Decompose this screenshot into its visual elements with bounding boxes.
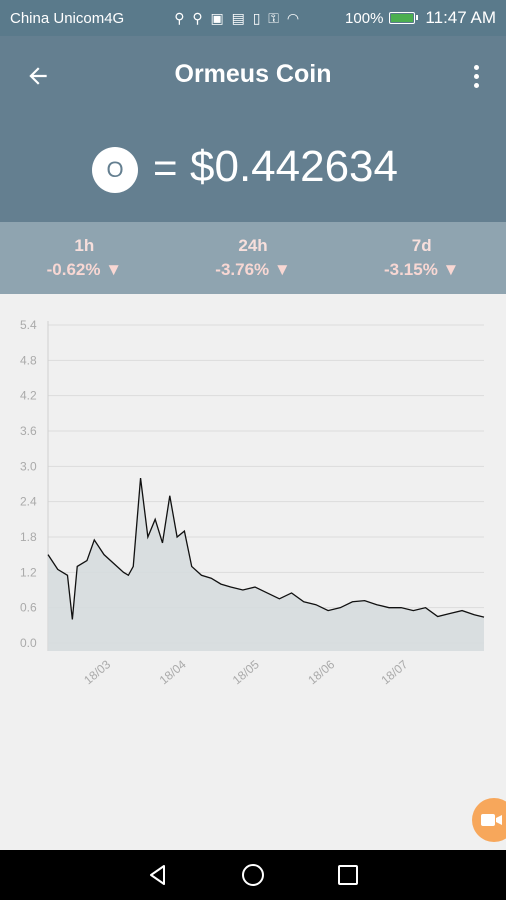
more-vert-icon <box>473 64 479 70</box>
status-bar: China Unicom4G ⚲ ⚲ ▣ ▤ ▯ ⚿ ◠ 100% 11:47 … <box>0 0 506 36</box>
x-tick-label: 18/06 <box>305 657 337 687</box>
y-tick-label: 4.8 <box>20 353 37 367</box>
equals-sign: = <box>153 144 178 191</box>
change-label: 24h <box>238 236 268 255</box>
y-tick-label: 2.4 <box>20 495 37 509</box>
y-tick-label: 0.6 <box>20 601 37 615</box>
battery-icon <box>389 12 419 24</box>
coin-symbol-badge: O <box>92 147 138 193</box>
y-tick-label: 5.4 <box>20 318 37 332</box>
price-header: O = $0.442634 <box>0 116 506 222</box>
price-area-fill <box>48 478 484 651</box>
change-value: -3.76% ▼ <box>215 260 291 279</box>
battery-percent: 100% <box>345 9 384 27</box>
app-bar: Ormeus Coin <box>0 36 506 116</box>
y-tick-label: 3.6 <box>20 424 37 438</box>
x-tick-label: 18/05 <box>230 657 262 687</box>
change-24h: 24h -3.76% ▼ <box>169 222 338 294</box>
coin-price: $0.442634 <box>190 142 398 191</box>
price-chart[interactable]: 0.0 0.6 1.2 1.8 2.4 3.0 3.6 4.2 4.8 5.4 18/03 18/04… <box>0 294 506 850</box>
system-nav-bar <box>0 850 506 900</box>
x-tick-label: 18/04 <box>157 657 189 687</box>
y-tick-label: 1.2 <box>20 565 37 579</box>
nav-recents-button[interactable] <box>333 860 363 890</box>
video-camera-icon <box>481 814 502 826</box>
overflow-menu-button[interactable] <box>464 58 488 94</box>
y-tick-label: 4.2 <box>20 389 37 403</box>
back-button[interactable] <box>20 58 56 94</box>
circle-home-icon <box>241 864 264 886</box>
carrier-label: China Unicom4G <box>10 9 125 27</box>
x-tick-label: 18/03 <box>81 657 113 687</box>
x-tick-label: 18/07 <box>378 657 410 687</box>
price-line <box>47 478 485 620</box>
change-value: -0.62% ▼ <box>46 260 123 279</box>
arrow-left-icon <box>29 67 47 85</box>
triangle-back-icon <box>149 865 165 885</box>
change-value: -3.15% ▼ <box>383 260 460 279</box>
price-chart-svg: 0.0 0.6 1.2 1.8 2.4 3.0 3.6 4.2 4.8 5.4 18/03 18/04… <box>20 318 485 687</box>
y-tick-label: 1.8 <box>20 530 37 544</box>
change-label: 1h <box>74 236 95 255</box>
price-change-bar: 1h -0.62% ▼ 24h -3.76% ▼ 7d -3.15% ▼ <box>0 222 506 294</box>
change-1h: 1h -0.62% ▼ <box>0 222 169 294</box>
notification-icons: ⚲ ⚲ ▣ ▤ ▯ ⚿ ◠ <box>174 9 302 26</box>
record-button[interactable] <box>472 798 506 842</box>
page-title: Ormeus Coin <box>174 60 332 88</box>
nav-home-button[interactable] <box>238 860 268 890</box>
clock: 11:47 AM <box>425 8 496 27</box>
y-tick-label: 0.0 <box>20 636 37 650</box>
change-label: 7d <box>411 236 432 255</box>
change-7d: 7d -3.15% ▼ <box>337 222 506 294</box>
square-recents-icon <box>338 865 359 885</box>
nav-back-button[interactable] <box>143 860 173 890</box>
y-tick-label: 3.0 <box>20 459 37 473</box>
